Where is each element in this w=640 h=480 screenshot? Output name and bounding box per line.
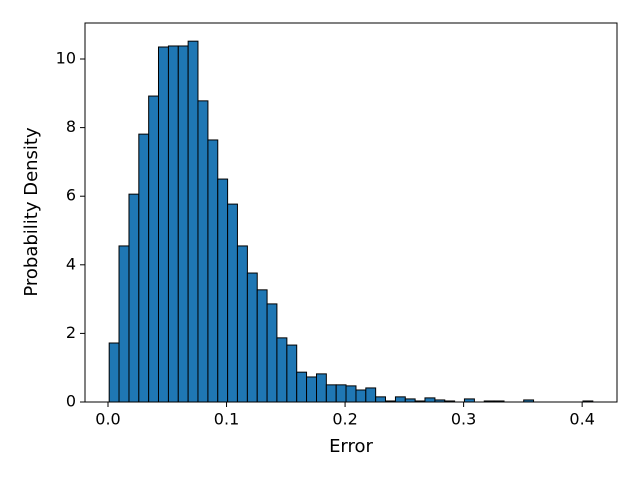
bar: [197, 100, 209, 403]
x-tick-label: 0.1: [214, 410, 239, 429]
bar: [128, 193, 140, 403]
x-axis-label: Error: [329, 436, 373, 457]
x-tick-label: 0.0: [95, 410, 120, 429]
bar: [316, 373, 327, 403]
bar: [394, 396, 406, 403]
bar: [207, 139, 219, 403]
x-tick-label: 0.3: [451, 410, 476, 429]
bar: [306, 376, 318, 403]
bar: [365, 387, 377, 403]
bar: [424, 397, 436, 403]
bar: [325, 384, 337, 403]
bar: [345, 385, 357, 403]
bar: [227, 203, 238, 403]
bar: [138, 133, 150, 403]
plot-frame: [84, 22, 618, 403]
bar: [286, 344, 298, 403]
bar: [375, 396, 386, 403]
bar: [236, 245, 248, 403]
y-tick-label: 8: [66, 117, 76, 136]
y-tick-label: 4: [66, 254, 76, 273]
bar: [296, 371, 308, 403]
y-axis-label: Probability Density: [21, 127, 42, 297]
bar: [157, 46, 169, 403]
bar: [335, 384, 347, 403]
y-tick-label: 6: [66, 186, 76, 205]
x-tick-label: 0.2: [332, 410, 357, 429]
y-tick-label: 2: [66, 323, 76, 342]
bar: [256, 289, 268, 403]
bar: [108, 342, 120, 403]
y-tick-label: 0: [66, 392, 76, 411]
bar: [167, 45, 179, 403]
bar: [148, 95, 159, 403]
bar: [217, 178, 229, 403]
bar: [246, 272, 258, 403]
bar: [276, 337, 288, 403]
y-tick-label: 10: [56, 49, 76, 68]
bar: [177, 45, 189, 403]
bar: [266, 303, 278, 403]
x-tick-label: 0.4: [569, 410, 594, 429]
bar: [187, 40, 199, 403]
bar: [118, 245, 130, 403]
bar: [355, 389, 367, 403]
